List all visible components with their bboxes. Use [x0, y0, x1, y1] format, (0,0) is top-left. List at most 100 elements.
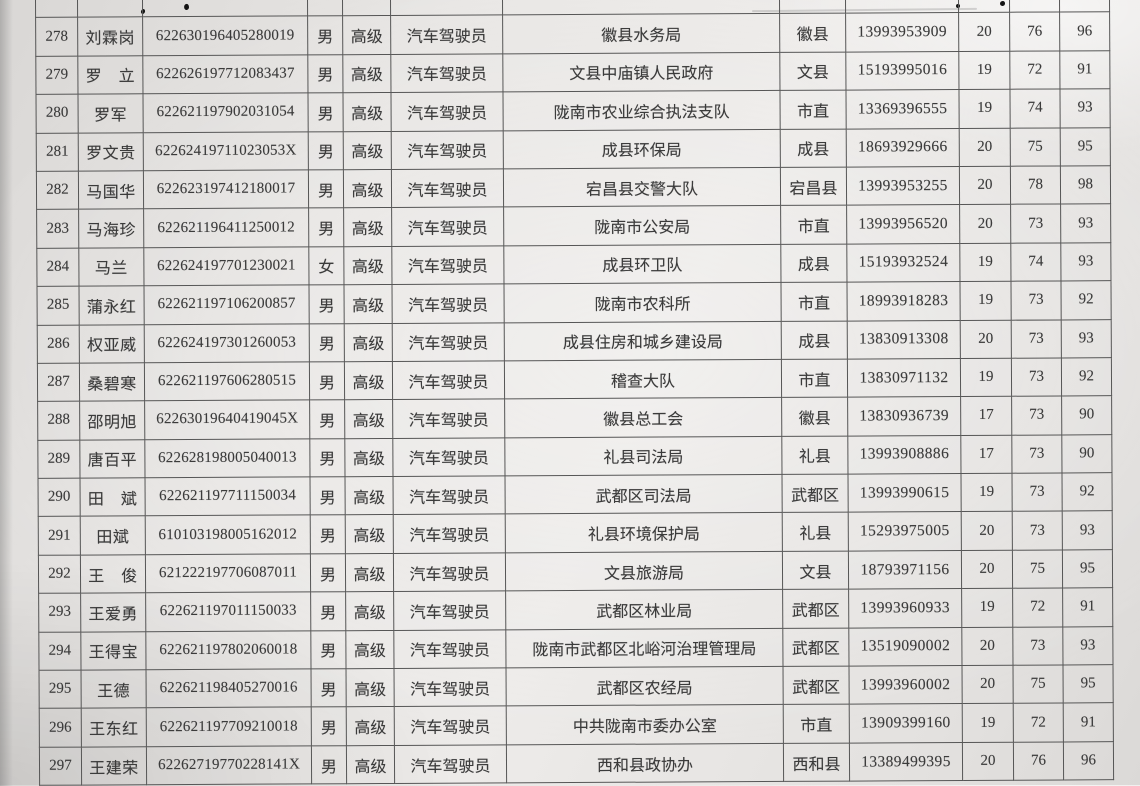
cell-name: 王爱勇	[80, 592, 146, 632]
cell-phone: 18993918283	[846, 281, 961, 321]
cell-s2: 72	[1012, 587, 1063, 627]
cell-level: 高级	[344, 360, 393, 400]
cell-id: 622628198005040013	[144, 438, 311, 478]
cell-gender: 男	[309, 399, 345, 439]
cell-s2: 76	[1013, 741, 1064, 781]
table-row: 288 邵明旭 62263019640419045X 男高级 汽车驾驶员 徽县总工会 徽县 1…	[37, 395, 1112, 440]
table-row: 285 蒲永红 622621197106200857 男高级 汽车驾驶员 陇南市农科所 市直…	[37, 280, 1112, 325]
cell-county: 武都区	[782, 627, 850, 667]
cell-id: 622621198405270016	[146, 668, 312, 708]
cell-s1: 19	[959, 280, 1012, 320]
cell-s1: 19	[960, 357, 1012, 397]
cell-level: 高级	[346, 744, 395, 784]
cell-s2: 73	[1012, 511, 1063, 550]
cell-county: 成县	[781, 320, 848, 359]
cell-gender: 男	[311, 745, 347, 784]
cell-s2: 73	[1012, 626, 1063, 665]
cell-s2: 75	[1010, 127, 1061, 166]
cell-gender: 男	[307, 54, 343, 93]
cell-s2: 76	[1009, 11, 1060, 51]
table-row: 278 刘霖岗 622630196405280019 男高级 汽车驾驶员 徽县水务局 徽县 1…	[35, 11, 1110, 56]
cell-id: 62262419711023053X	[143, 131, 309, 171]
cell-id: 622626197712083437	[142, 54, 308, 94]
cell-id: 621222197706087011	[145, 553, 311, 593]
cell-unit: 陇南市农科所	[503, 282, 782, 322]
cell-phone: 13830936739	[847, 396, 961, 436]
cell-s2: 78	[1010, 165, 1061, 205]
cell-occupation: 汽车驾驶员	[393, 475, 506, 515]
cell-gender: 男	[310, 629, 347, 669]
cell-s2: 73	[1011, 357, 1062, 397]
cell-s2: 73	[1010, 203, 1061, 243]
cell-id: 622630196405280019	[142, 15, 308, 56]
cell-phone: 13830971132	[847, 357, 961, 397]
cell-occupation: 汽车驾驶员	[393, 629, 507, 669]
table-row: 292 王 俊 621222197706087011 男高级 汽车驾驶员 文县旅游局 文县 1…	[38, 549, 1113, 594]
cell-unit: 西和县政协办	[506, 742, 784, 783]
cell-level: 高级	[342, 53, 391, 93]
cell-unit: 陇南市武都区北峪河治理管理局	[505, 627, 784, 668]
cell-level: 高级	[342, 15, 391, 55]
cell-phone: 13519090002	[848, 626, 962, 666]
table-row: 289 唐百平 622628198005040013 男高级 汽车驾驶员 礼县司法局 礼县 1…	[37, 433, 1112, 478]
cell-s3: 93	[1062, 625, 1113, 665]
table-row: 291 田斌 610103198005162012 男高级 汽车驾驶员 礼县环境保护局 礼县…	[38, 510, 1113, 555]
cell-name: 权亚威	[79, 323, 145, 363]
cell-s1: 20	[959, 204, 1011, 243]
cell-s1: 19	[958, 50, 1010, 90]
cell-seq: 290	[38, 477, 81, 517]
cell-id: 622624197701230021	[143, 246, 309, 286]
cell-s1: 20	[961, 549, 1013, 589]
cell-s2: 74	[1009, 88, 1061, 128]
cell-id: 622621197802060018	[145, 630, 312, 670]
cell-gender: 女	[308, 246, 344, 285]
cell-unit: 稽查大队	[504, 358, 782, 399]
cell-level: 高级	[343, 207, 392, 247]
cell-gender: 男	[310, 553, 346, 592]
cell-seq: 297	[39, 746, 82, 786]
cell-unit: 成县住房和城乡建设局	[504, 320, 782, 361]
cell-level: 高级	[344, 399, 393, 439]
cell-unit: 徽县总工会	[504, 397, 782, 438]
cell-level: 高级	[342, 92, 392, 131]
cell-gender: 男	[309, 438, 346, 477]
cell-name: 田斌	[80, 515, 146, 555]
cell-occupation: 汽车驾驶员	[392, 360, 505, 400]
cell-occupation: 汽车驾驶员	[391, 206, 504, 246]
cell-id: 622621197106200857	[144, 284, 310, 324]
cell-name: 王 俊	[80, 554, 146, 593]
cell-s1: 20	[959, 165, 1011, 205]
cell-id: 622621196411250012	[143, 207, 309, 248]
cell-name: 罗军	[77, 93, 144, 133]
cell-seq: 288	[37, 400, 80, 440]
cell-s2: 73	[1010, 280, 1062, 320]
cell-phone: 13993953909	[845, 12, 959, 52]
cell-phone: 15293975005	[848, 511, 962, 551]
cell-s1: 19	[961, 588, 1013, 627]
cell-unit: 徽县水务局	[502, 13, 780, 54]
cell-seq: 281	[36, 132, 79, 171]
cell-level: 高级	[346, 706, 395, 746]
cell-name: 罗文贵	[78, 131, 144, 171]
cell-occupation: 汽车驾驶员	[390, 91, 504, 131]
cell-county: 武都区	[782, 588, 849, 628]
cell-seq: 291	[38, 516, 81, 555]
cell-name: 马海珍	[78, 208, 144, 248]
table-row: 290 田 斌 622621197711150034 男高级 汽车驾驶员 武都区司法局 武都…	[38, 472, 1113, 517]
table-row: 284 马兰 622624197701230021 女高级 汽车驾驶员 成县环卫队 成县 15…	[36, 242, 1111, 287]
cell-s3: 91	[1059, 50, 1110, 89]
cell-gender: 男	[309, 322, 345, 362]
cell-s2: 73	[1011, 395, 1062, 435]
cell-s3: 96	[1059, 11, 1110, 51]
cell-level: 高级	[345, 591, 394, 630]
cell-s1: 20	[958, 12, 1010, 51]
cell-phone: 13830913308	[847, 319, 961, 359]
cell-level: 高级	[344, 322, 393, 362]
cell-phone: 13993953255	[846, 166, 960, 206]
cell-county: 徽县	[779, 13, 846, 52]
table-row: 296 王东红 622621197709210018 男高级 汽车驾驶员 中共陇南市委办公…	[39, 702, 1114, 747]
cell-s1: 19	[960, 472, 1013, 512]
cell-occupation: 汽车驾驶员	[391, 283, 505, 323]
cell-seq: 294	[38, 631, 82, 670]
cell-s2: 73	[1011, 472, 1063, 512]
